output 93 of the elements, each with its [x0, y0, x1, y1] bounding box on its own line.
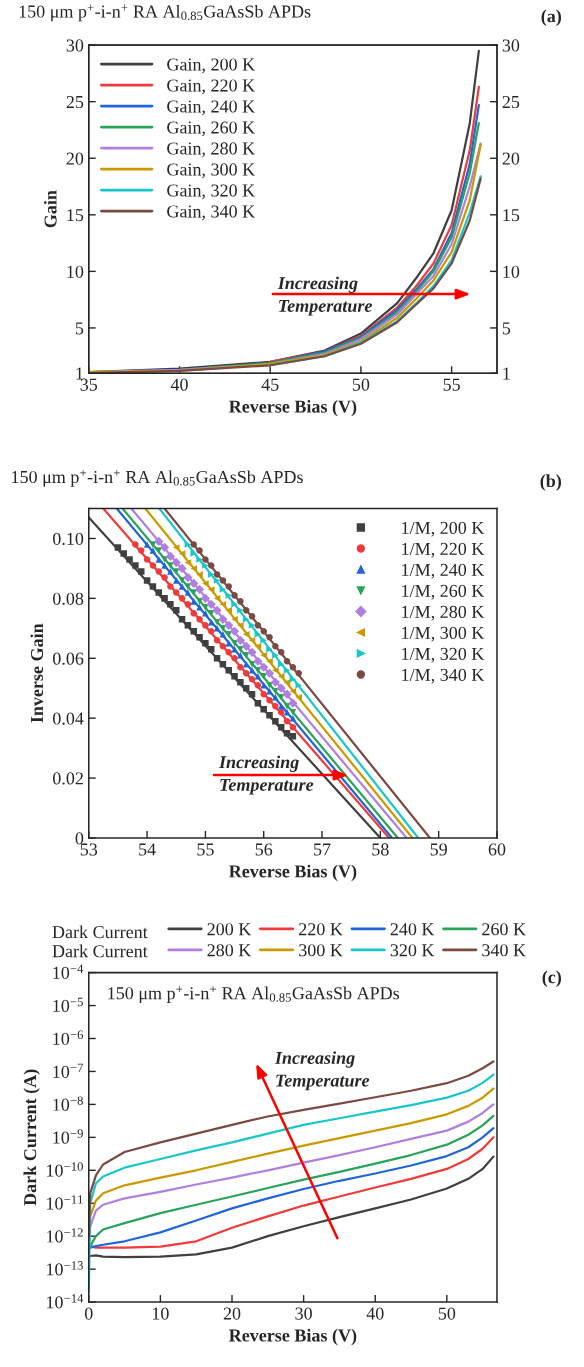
line-series	[88, 1155, 495, 1259]
legend-label: Gain, 320 K	[167, 184, 255, 200]
legend-label: 220 K	[299, 923, 343, 936]
x-tick-label: 60	[488, 843, 506, 856]
legend-label: Gain, 200 K	[167, 58, 255, 74]
legend-label: 260 K	[482, 923, 526, 936]
legend-label: 1/M, 280 K	[402, 605, 485, 621]
legend-label: 1/M, 320 K	[402, 647, 485, 663]
y-tick-label: 0	[75, 832, 84, 845]
legend-label: 1/M, 300 K	[402, 626, 485, 642]
y-tick-label: 30	[66, 39, 84, 52]
x-axis-title: Reverse Bias (V)	[229, 399, 357, 417]
y-tick-label: 0.02	[53, 772, 83, 785]
x-tick-label: 50	[438, 1307, 456, 1320]
y-tick-label: 1	[76, 367, 83, 380]
y-tick-label: 0.04	[53, 712, 84, 725]
y-axis-title: Inverse Gain	[30, 623, 44, 723]
x-tick-label: 56	[255, 843, 273, 856]
annotation: Increasing Temperature	[277, 276, 373, 316]
legend-label: 1/M, 200 K	[402, 521, 485, 537]
legend-label: Gain, 220 K	[167, 79, 255, 95]
annotation: Increasing Temperature	[218, 755, 314, 795]
x-axis-title: Reverse Bias (V)	[229, 864, 357, 882]
text: (a)	[541, 9, 562, 26]
x-tick-label: 50	[352, 378, 370, 391]
legend-label: Gain, 260 K	[167, 121, 255, 137]
text: Dark Current	[52, 925, 148, 939]
y2-tick-label: 15	[503, 209, 520, 222]
y-tick-label: 10$^{−5}$	[53, 997, 83, 1012]
x-tick-label: 35	[80, 378, 98, 391]
y-tick-label: 10$^{−13}$	[47, 1261, 83, 1276]
x-axis-title: Reverse Bias (V)	[229, 1328, 357, 1346]
x-tick-label: 30	[295, 1307, 312, 1320]
annotation: Increasing Temperature	[274, 1051, 370, 1091]
y-tick-label: 10$^{−8}$	[53, 1096, 83, 1111]
legend-label: Gain, 340 K	[167, 205, 255, 221]
x-tick-label: 45	[261, 378, 279, 391]
y2-tick-label: 25	[502, 95, 520, 109]
x-tick-label: 20	[223, 1307, 241, 1320]
y2-tick-label: 1	[503, 367, 510, 380]
legend-label: 200 K	[207, 923, 252, 936]
y-tick-label: 15	[67, 209, 84, 222]
x-tick-label: 55	[197, 843, 214, 856]
legend-label: 240 K	[390, 923, 435, 936]
y2-tick-label: 30	[502, 39, 520, 52]
legend-label: Gain, 280 K	[167, 142, 255, 158]
x-tick-label: 53	[80, 843, 98, 856]
x-tick-label: 57	[314, 843, 331, 856]
y-tick-label: 10$^{−4}$	[53, 964, 84, 979]
legend-label: Gain, 240 K	[167, 100, 255, 116]
legend-label: 1/M, 340 K	[402, 668, 485, 684]
y2-tick-label: 5	[502, 322, 511, 335]
chart-title: 150 μm p$^{+}$-i-n$^{+}$ RA Al$_{0.85}$GaAsSb APDs	[19, 4, 311, 22]
legend-label: 340 K	[482, 944, 526, 957]
y-tick-label: 25	[66, 95, 84, 109]
x-tick-label: 10	[152, 1307, 169, 1320]
x-tick-label: 0	[84, 1307, 93, 1320]
y-tick-label: 10$^{−6}$	[53, 1030, 84, 1045]
legend-label: 1/M, 220 K	[402, 542, 485, 558]
y-tick-label: 10	[67, 265, 84, 278]
y-axis-title: Gain	[43, 190, 57, 228]
legend-label: Gain, 300 K	[167, 163, 255, 179]
text: (c)	[542, 970, 562, 987]
y-tick-label: 10$^{−9}$	[53, 1129, 83, 1144]
y-tick-label: 10$^{−11}$	[47, 1195, 83, 1210]
y-tick-label: 0.10	[53, 532, 84, 545]
x-tick-label: 40	[170, 378, 188, 391]
x-tick-label: 58	[372, 843, 389, 856]
y-tick-label: 10$^{−14}$	[47, 1294, 84, 1309]
text: 150 μm p$^{+}$-i-n$^{+}$ RA Al$_{0.85}$GaAsSb APDs	[108, 986, 400, 1004]
legend-label: 280 K	[207, 944, 252, 957]
y-tick-label: 10$^{−10}$	[47, 1162, 83, 1177]
y-tick-label: 10$^{−7}$	[53, 1063, 84, 1078]
y-axis-title: Dark Current (A)	[23, 1069, 40, 1206]
y-tick-label: 0.08	[53, 592, 84, 605]
text: Dark Current	[52, 944, 148, 958]
y-tick-label: 10$^{−12}$	[47, 1228, 83, 1243]
y2-tick-label: 20	[502, 152, 520, 165]
legend-label: 1/M, 260 K	[402, 584, 485, 600]
legend-label: 300 K	[299, 944, 343, 957]
chart-title: 150 μm p$^{+}$-i-n$^{+}$ RA Al$_{0.85}$GaAsSb APDs	[12, 469, 303, 487]
x-tick-label: 40	[366, 1307, 384, 1320]
y2-tick-label: 10	[503, 265, 520, 278]
x-tick-label: 59	[430, 843, 447, 856]
legend-label: 320 K	[390, 944, 435, 957]
x-tick-label: 54	[139, 843, 156, 856]
point	[138, 568, 145, 575]
text: (b)	[540, 474, 562, 491]
y-tick-label: 0.06	[53, 652, 84, 665]
y-tick-label: 20	[66, 152, 84, 165]
y-tick-label: 5	[75, 322, 84, 335]
x-tick-label: 55	[443, 378, 460, 391]
legend-label: 1/M, 240 K	[402, 563, 485, 579]
